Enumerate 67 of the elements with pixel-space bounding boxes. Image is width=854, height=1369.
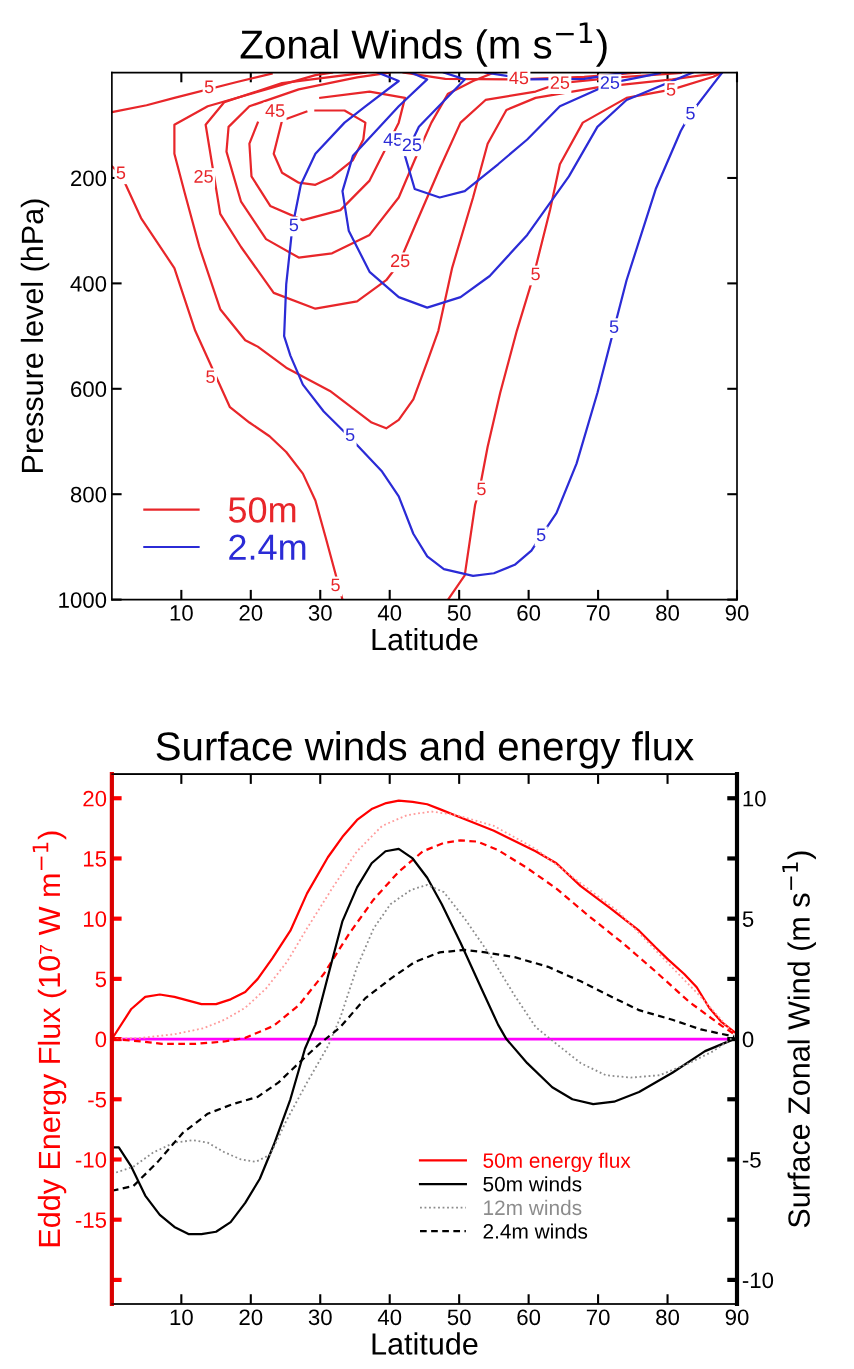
- annotation: 25: [194, 170, 213, 183]
- y-tick-label: -10: [75, 1152, 107, 1168]
- legend-label: 50m energy flux: [483, 1152, 631, 1173]
- annotation: 25: [391, 254, 410, 268]
- x-axis-title: Latitude: [372, 1332, 478, 1355]
- y2-tick-label: -10: [742, 1272, 774, 1289]
- annotation: 5: [477, 482, 486, 496]
- annotation: 5: [666, 83, 676, 96]
- x-axis-title: Latitude: [372, 627, 478, 651]
- y-tick-label: 20: [83, 790, 107, 807]
- annotation: 5: [345, 428, 355, 442]
- x-tick-label: 70: [586, 605, 610, 621]
- legend-label: 12m winds: [484, 1199, 582, 1216]
- annotation: 25: [402, 138, 422, 152]
- x-tick-label: 20: [239, 605, 263, 621]
- y-tick-label: 1000: [59, 592, 107, 608]
- x-tick-label: 60: [517, 605, 541, 621]
- legend-label: 50m: [228, 497, 296, 523]
- x-tick-label: 90: [725, 605, 749, 621]
- chart-title: Zonal Winds (m s$^{−1}$): [240, 22, 607, 67]
- y2-tick-label: 10: [743, 790, 766, 807]
- annotation: 45: [265, 104, 285, 117]
- y2-tick-label: -5: [742, 1152, 761, 1168]
- x-tick-label: 80: [656, 605, 680, 621]
- x-tick-label: 40: [377, 1309, 402, 1326]
- y-tick-label: 400: [70, 275, 107, 292]
- legend-label: 2.4m: [229, 534, 306, 560]
- y-tick-label: 5: [95, 971, 107, 988]
- y-tick-label: 800: [70, 486, 107, 503]
- y-tick-label: -15: [75, 1212, 107, 1228]
- x-tick-label: 40: [377, 605, 402, 621]
- y-axis-title: Pressure level (hPa): [20, 199, 50, 472]
- x-tick-label: 60: [517, 1309, 541, 1326]
- annotation: 5: [204, 80, 214, 94]
- chart-title: Surface winds and energy flux: [156, 731, 694, 769]
- y-tick-label: 200: [71, 170, 107, 187]
- annotation: 25: [550, 76, 570, 89]
- x-tick-label: 80: [656, 1309, 680, 1326]
- x-tick-label: 20: [239, 1309, 263, 1326]
- x-tick-label: 90: [725, 1309, 749, 1326]
- y2-axis-title: Surface Zonal Wind (m s$^{−1}$): [782, 851, 816, 1228]
- x-tick-label: 50: [447, 1309, 471, 1326]
- y-tick-label: 10: [83, 911, 107, 927]
- x-tick-label: 10: [170, 605, 193, 621]
- annotation: 5: [289, 218, 299, 232]
- annotation: 25: [600, 76, 620, 89]
- y-tick-label: 15: [83, 851, 107, 867]
- y-tick-label: -5: [88, 1092, 107, 1108]
- y-tick-label: 600: [71, 381, 107, 398]
- x-tick-label: 50: [447, 605, 471, 621]
- legend-label: 50m winds: [483, 1176, 582, 1192]
- annotation: 5: [686, 106, 695, 120]
- y2-tick-label: 0: [742, 1031, 754, 1048]
- x-tick-label: 30: [308, 1309, 332, 1326]
- x-tick-label: 30: [308, 605, 332, 621]
- annotation: 5: [206, 370, 215, 384]
- x-tick-label: 10: [170, 1309, 193, 1326]
- annotation: 5: [531, 267, 540, 281]
- y-tick-label: 0: [95, 1031, 107, 1048]
- y-axis-title: Eddy Energy Flux (10⁷ W m$^{−1}$): [32, 831, 67, 1247]
- annotation: 45: [509, 71, 529, 85]
- x-tick-label: 70: [586, 1309, 610, 1326]
- annotation: 5: [536, 528, 546, 542]
- annotation: 5: [331, 578, 340, 592]
- annotation: 5: [609, 320, 619, 334]
- y2-tick-label: 5: [742, 911, 754, 927]
- legend-label: 2.4m winds: [483, 1223, 588, 1239]
